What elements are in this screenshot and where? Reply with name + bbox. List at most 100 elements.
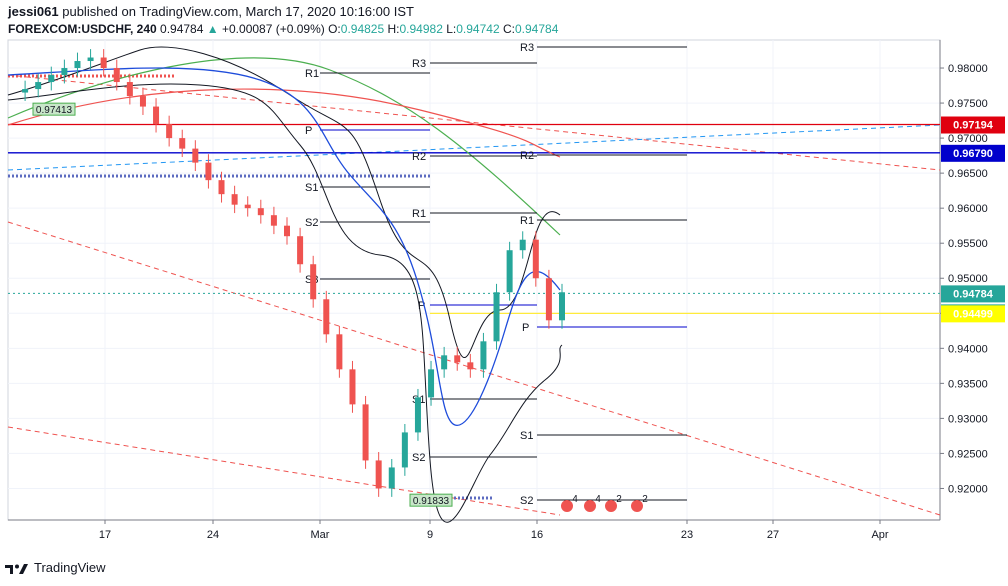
x-tick-label: 9: [427, 529, 433, 541]
candle-body[interactable]: [441, 355, 448, 370]
event-flag-icon[interactable]: [584, 500, 596, 512]
last-price: 0.94784: [160, 22, 204, 36]
candle-body[interactable]: [48, 75, 55, 83]
event-flag-icon[interactable]: [605, 500, 617, 512]
pivot-label-r1: R1: [520, 215, 534, 227]
event-flag-icon[interactable]: [561, 500, 573, 512]
pivot-label-s1: S1: [305, 182, 318, 194]
x-tick-label: Apr: [871, 529, 888, 541]
open-label: O:: [328, 22, 341, 36]
candle-body[interactable]: [100, 57, 107, 69]
bollinger-basis: [7, 67, 561, 426]
tradingview-logo-icon: [5, 563, 28, 574]
symbol-label[interactable]: FOREXCOM:USDCHF, 240: [8, 22, 157, 36]
candle-body[interactable]: [297, 236, 304, 265]
price-tag: [941, 285, 1005, 303]
candle-body[interactable]: [257, 208, 264, 216]
candle-body[interactable]: [192, 148, 199, 163]
candle-body[interactable]: [61, 68, 68, 76]
price-tag: [941, 116, 1005, 134]
candle-body[interactable]: [244, 204, 251, 209]
open-value: 0.94825: [340, 22, 385, 36]
bollinger-upper: [7, 46, 561, 358]
red-moving-average: [7, 88, 561, 158]
event-badge-count: 2: [642, 494, 648, 505]
high-value: 0.94982: [399, 22, 443, 36]
event-badge-count: 4: [572, 494, 578, 505]
candle-body[interactable]: [414, 397, 421, 433]
close-value: 0.94784: [514, 22, 559, 36]
candle-body[interactable]: [428, 369, 435, 398]
y-tick-label: 0.95000: [948, 273, 988, 285]
candle-body[interactable]: [467, 362, 474, 370]
x-tick-label: 27: [767, 529, 779, 541]
level-box: [32, 102, 76, 116]
candle-body[interactable]: [323, 299, 330, 335]
candle-body[interactable]: [74, 61, 81, 69]
y-tick-label: 0.94000: [948, 343, 988, 355]
level-box-label: 0.91833: [413, 496, 450, 507]
candle-body[interactable]: [375, 460, 382, 489]
x-tick-label: Mar: [311, 529, 330, 541]
event-badge-count: 2: [616, 494, 622, 505]
candle-body[interactable]: [506, 250, 513, 293]
red-trendline-lower: [7, 426, 561, 516]
pivot-label-p: P: [418, 300, 425, 312]
candle-body[interactable]: [153, 106, 160, 125]
candle-body[interactable]: [179, 138, 186, 149]
candle-body[interactable]: [545, 278, 552, 321]
pivot-label-p: P: [305, 125, 312, 137]
candle-body[interactable]: [519, 239, 526, 251]
candle-body[interactable]: [336, 334, 343, 370]
candle-body[interactable]: [454, 355, 461, 363]
x-tick-label: 24: [207, 529, 219, 541]
published-text: published on TradingView.com, March 17, …: [62, 4, 414, 19]
candle-body[interactable]: [480, 341, 487, 370]
y-tick-label: 0.92000: [948, 483, 988, 495]
high-label: H:: [387, 22, 400, 36]
price-change: +0.00087 (+0.09%): [222, 22, 325, 36]
pivot-label-r3: R3: [520, 42, 534, 54]
candle-body[interactable]: [532, 239, 539, 279]
candle-body[interactable]: [388, 467, 395, 489]
plot-area[interactable]: [7, 39, 941, 521]
candle-body[interactable]: [35, 82, 42, 90]
green-moving-average: [7, 57, 561, 236]
author-name[interactable]: jessi061: [8, 4, 59, 19]
candle-body[interactable]: [113, 68, 120, 83]
level-box-label: 0.97413: [36, 105, 73, 116]
candle-body[interactable]: [310, 264, 317, 300]
candle-body[interactable]: [284, 225, 290, 237]
bollinger-lower: [7, 83, 563, 523]
candle-body[interactable]: [87, 57, 94, 62]
pivot-label-s1: S1: [520, 430, 533, 442]
red-trendline-middle: [7, 221, 941, 516]
candle-body[interactable]: [166, 124, 173, 139]
candle-body[interactable]: [218, 180, 225, 195]
candle-body[interactable]: [349, 369, 356, 405]
pivot-label-p: P: [522, 322, 529, 334]
y-tick-label: 0.95500: [948, 238, 988, 250]
price-tag: [941, 144, 1005, 162]
pivot-label-s2: S2: [412, 452, 425, 464]
symbol-header: FOREXCOM:USDCHF, 240 0.94784 ▲ +0.00087 …: [8, 22, 558, 36]
candle-body[interactable]: [231, 194, 238, 205]
price-tag-label: 0.94499: [953, 308, 993, 320]
candle-body[interactable]: [139, 96, 146, 107]
price-tag-label: 0.97194: [953, 120, 994, 132]
candle-body[interactable]: [401, 432, 408, 468]
candle-body[interactable]: [493, 292, 500, 342]
candle-body[interactable]: [22, 89, 29, 93]
publish-header: jessi061 published on TradingView.com, M…: [8, 4, 414, 19]
event-flag-icon[interactable]: [631, 500, 643, 512]
candle-body[interactable]: [205, 162, 212, 181]
candle-body[interactable]: [270, 215, 277, 226]
close-label: C:: [502, 22, 515, 36]
candle-body[interactable]: [559, 292, 565, 321]
brand-name: TradingView: [34, 560, 106, 575]
candle-body[interactable]: [362, 404, 369, 461]
blue-trendline: [7, 124, 941, 171]
pivot-label-r1: R1: [412, 208, 426, 220]
candle-body[interactable]: [126, 82, 133, 97]
